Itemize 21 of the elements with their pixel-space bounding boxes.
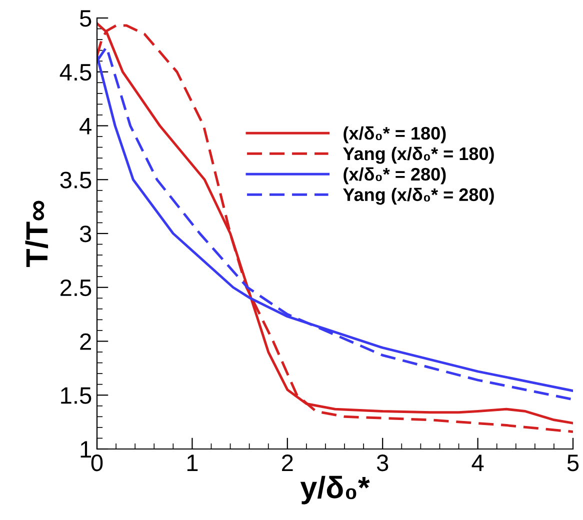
y-tick-label: 3.5 <box>60 172 92 188</box>
x-tick-label: 5 <box>567 454 579 472</box>
y-tick-label: 2 <box>80 333 91 350</box>
y-tick-label: 4 <box>80 118 92 134</box>
y-tick-label: 2.5 <box>60 279 92 296</box>
y-tick-label: 3 <box>80 226 92 242</box>
x-tick-label: 4 <box>472 454 484 471</box>
x-tick-label: 3 <box>376 454 388 472</box>
y-tick-label: 1.5 <box>61 387 92 404</box>
y-tick-label: 5 <box>80 10 92 27</box>
x-axis-title: y/δ₀* <box>300 476 370 504</box>
legend-label: Yang (x/δ₀* = 280) <box>343 188 494 205</box>
legend-label: (x/δ₀* = 280) <box>344 167 446 184</box>
y-tick-label: 1 <box>80 441 91 458</box>
legend-label: (x/δ₀* = 180) <box>344 126 446 144</box>
y-tick-label: 4.5 <box>60 64 92 81</box>
x-tick-label: 2 <box>282 454 293 471</box>
x-tick-label: 0 <box>91 454 103 472</box>
legend-label: Yang (x/δ₀* = 180) <box>343 146 494 164</box>
y-axis-title: T/T∞ <box>25 200 48 267</box>
x-tick-label: 1 <box>187 454 198 471</box>
